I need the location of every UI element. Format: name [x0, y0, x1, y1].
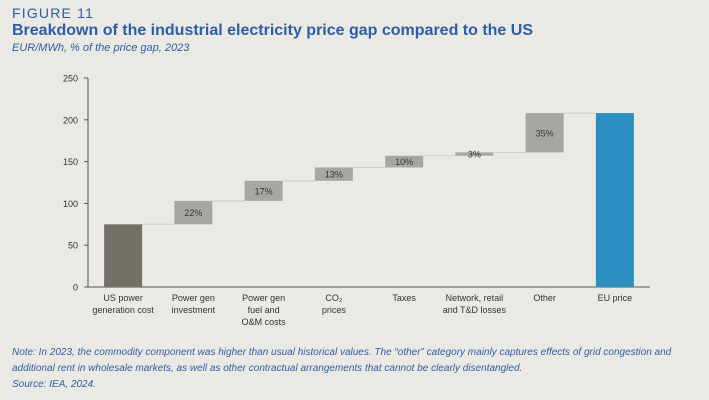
bar-value-label: 17%: [255, 186, 273, 196]
x-tick-label: fuel and: [248, 305, 280, 315]
y-tick-label: 0: [73, 283, 78, 293]
bar: [525, 113, 564, 153]
bar: [595, 113, 634, 287]
chart-subtitle: EUR/MWh, % of the price gap, 2023: [12, 42, 190, 54]
x-tick-label: O&M costs: [242, 317, 287, 327]
y-tick-label: 150: [63, 157, 78, 167]
y-tick-label: 200: [63, 115, 78, 125]
bar: [104, 224, 143, 287]
bar: [174, 200, 213, 225]
x-tick-label: EU price: [598, 293, 633, 303]
x-tick-label: prices: [322, 305, 347, 315]
figure-label: FIGURE 11: [12, 5, 95, 21]
bar: [244, 180, 283, 201]
bar: [455, 152, 494, 156]
y-tick-label: 100: [63, 199, 78, 209]
bar-value-label: 35%: [536, 128, 554, 138]
bar: [385, 155, 424, 168]
x-tick-label: Taxes: [392, 293, 416, 303]
bar-value-label: 22%: [184, 208, 202, 218]
y-tick-label: 50: [68, 241, 78, 251]
x-tick-label: Power gen: [242, 293, 285, 303]
x-tick-label: generation cost: [92, 305, 154, 315]
y-tick-label: 250: [63, 74, 78, 84]
x-tick-label: US power: [103, 293, 143, 303]
bar-value-label: 3%: [468, 150, 481, 160]
x-tick-label: and T&D losses: [443, 305, 507, 315]
x-tick-label: CO₂: [325, 293, 343, 303]
chart-note: Note: In 2023, the commodity component w…: [12, 347, 672, 374]
bar: [314, 167, 353, 181]
chart-title: Breakdown of the industrial electricity …: [12, 22, 533, 39]
waterfall-chart: 0 50 100 150 200 250 22% 17% 13% 10% 3% 35% US power…: [63, 74, 650, 327]
x-tick-label: Power gen: [172, 293, 215, 303]
x-tick-label: Network, retail: [446, 293, 504, 303]
x-tick-label: Other: [533, 293, 556, 303]
chart-source: Source: IEA, 2024.: [12, 379, 96, 390]
x-tick-label: investment: [172, 305, 216, 315]
bar-value-label: 13%: [325, 170, 343, 180]
bar-value-label: 10%: [395, 157, 413, 167]
